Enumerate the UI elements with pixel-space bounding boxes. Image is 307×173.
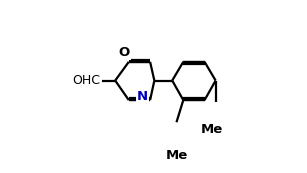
Text: Me: Me	[165, 149, 188, 162]
Text: N: N	[137, 90, 148, 103]
Text: OHC: OHC	[72, 74, 100, 87]
Text: Me: Me	[201, 123, 223, 136]
Text: O: O	[118, 46, 129, 59]
